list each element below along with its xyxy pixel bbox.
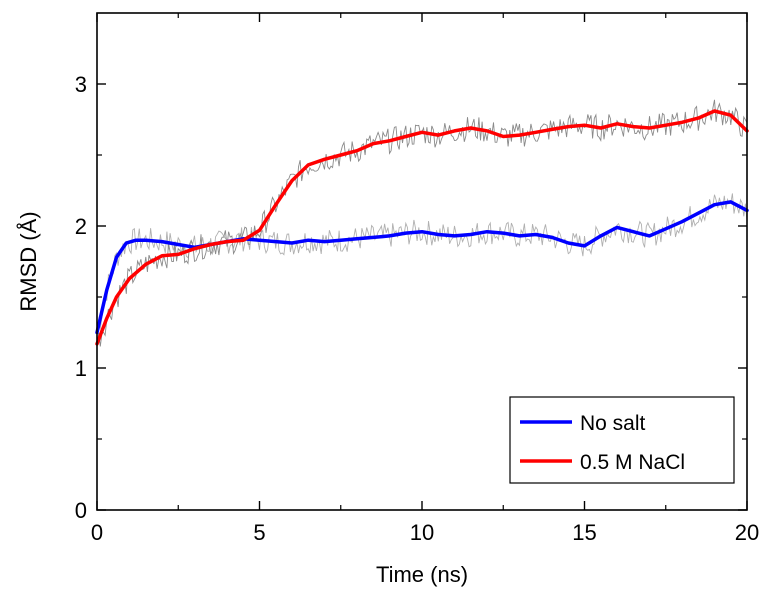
x-tick-label: 15: [572, 520, 596, 545]
series-line-0: [95, 200, 749, 335]
legend-label-no-salt: No salt: [580, 412, 646, 435]
legend-box: [509, 396, 735, 484]
x-axis-title: Time (ns): [376, 562, 468, 587]
noise-trace: [96, 193, 748, 333]
y-tick-label: 0: [75, 498, 87, 523]
legend-label-nacl: 0.5 M NaCl: [580, 451, 685, 474]
noise-trace: [96, 99, 748, 347]
x-tick-label: 5: [253, 520, 265, 545]
legend: No salt 0.5 M NaCl: [509, 396, 735, 484]
series-line-1: [95, 109, 749, 346]
raw-noise-traces: [96, 99, 748, 347]
x-tick-label: 0: [91, 520, 103, 545]
y-tick-label: 1: [75, 356, 87, 381]
x-tick-label: 10: [410, 520, 434, 545]
y-tick-label: 2: [75, 214, 87, 239]
x-tick-label: 20: [735, 520, 759, 545]
y-tick-label: 3: [75, 72, 87, 97]
axis-ticks: 0 5 10 15 20 0 1 2 3: [75, 13, 759, 545]
series-lines: [95, 109, 749, 346]
y-axis-title: RMSD (Å): [16, 211, 41, 311]
